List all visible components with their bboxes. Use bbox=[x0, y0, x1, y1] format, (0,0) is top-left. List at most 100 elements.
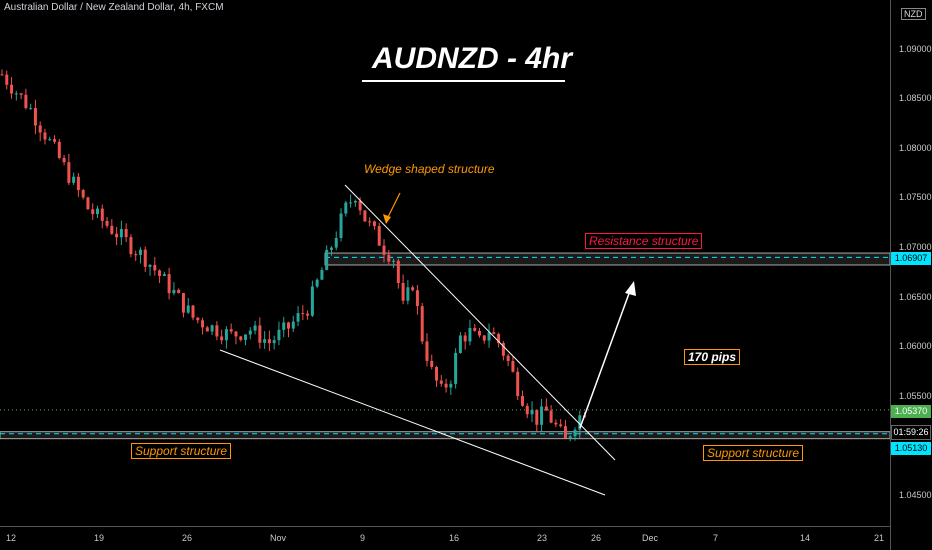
candle-body bbox=[129, 237, 133, 255]
candle-body bbox=[110, 225, 114, 234]
candle-body bbox=[229, 329, 233, 332]
candle-body bbox=[525, 405, 529, 415]
candle-body bbox=[148, 264, 152, 267]
candle-body bbox=[501, 343, 505, 356]
candle-body bbox=[119, 228, 123, 238]
current-price-tag: 1.05370 bbox=[891, 405, 931, 418]
candle-body bbox=[449, 383, 453, 388]
candle-body bbox=[67, 162, 71, 183]
price-tick-label: 1.09000 bbox=[899, 43, 932, 54]
candle-body bbox=[53, 139, 57, 142]
candle-body bbox=[96, 208, 99, 215]
candle-body bbox=[258, 325, 262, 343]
price-tick-label: 1.06500 bbox=[899, 291, 932, 302]
candle-body bbox=[372, 221, 376, 227]
price-tick-label: 1.07000 bbox=[899, 242, 932, 253]
candle-body bbox=[554, 422, 558, 425]
candle-body bbox=[325, 249, 329, 270]
candle-body bbox=[10, 84, 14, 94]
chart-title: AUDNZD - 4hr bbox=[372, 42, 572, 75]
candle-body bbox=[115, 233, 119, 238]
candle-body bbox=[559, 424, 563, 427]
candle-body bbox=[0, 74, 4, 76]
wedge-annotation: Wedge shaped structure bbox=[364, 162, 495, 176]
candle-body bbox=[578, 415, 582, 430]
time-tick-label: 16 bbox=[449, 533, 460, 543]
candle-body bbox=[205, 327, 209, 332]
candle-body bbox=[234, 331, 238, 337]
title-underline bbox=[362, 80, 565, 82]
candle-body bbox=[100, 208, 104, 221]
candle-body bbox=[124, 228, 128, 238]
candle-body bbox=[81, 190, 85, 198]
candle-body bbox=[181, 293, 185, 313]
time-tick-label: 23 bbox=[537, 533, 548, 543]
candle-body bbox=[296, 313, 300, 322]
wedge-lower-trendline bbox=[219, 349, 606, 496]
candle-body bbox=[478, 330, 481, 336]
candle-body bbox=[435, 366, 439, 381]
support-annotation-left: Support structure bbox=[131, 443, 232, 459]
candle-body bbox=[458, 335, 462, 353]
candle-body bbox=[24, 94, 28, 109]
candle-body bbox=[210, 325, 214, 332]
pips-annotation: 170 pips bbox=[684, 349, 741, 365]
currency-badge: NZD bbox=[901, 8, 926, 20]
candle-body bbox=[420, 306, 424, 342]
support-annotation-right: Support structure bbox=[703, 445, 804, 461]
time-axis[interactable]: 12 19 26 Nov 9 16 23 26 Dec 7 14 21 bbox=[0, 526, 890, 550]
candle-body bbox=[463, 335, 467, 342]
candle-body bbox=[282, 322, 286, 330]
support-price-tag: 1.05130 bbox=[891, 442, 931, 455]
price-tick-label: 1.08000 bbox=[899, 142, 932, 153]
candle-body bbox=[29, 108, 33, 110]
candle-body bbox=[387, 254, 391, 262]
time-tick-label: 19 bbox=[94, 533, 105, 543]
candle-body bbox=[239, 336, 243, 340]
candle-body bbox=[19, 93, 23, 95]
candle-body bbox=[544, 406, 548, 411]
candle-body bbox=[320, 269, 324, 280]
candle-body bbox=[253, 325, 257, 331]
candle-body bbox=[224, 329, 228, 341]
candle-body bbox=[344, 202, 348, 214]
candle-body bbox=[138, 249, 142, 255]
projection-arrow bbox=[579, 287, 632, 429]
candle-body bbox=[392, 260, 396, 262]
price-tick-label: 1.05500 bbox=[899, 390, 932, 401]
candle-body bbox=[43, 132, 47, 140]
candle-body bbox=[310, 286, 314, 316]
plot-area[interactable]: Australian Dollar / New Zealand Dollar, … bbox=[0, 0, 891, 526]
price-axis[interactable]: NZD 1.09000 1.08500 1.08000 1.07500 1.07000 1… bbox=[890, 0, 932, 550]
candle-body bbox=[172, 289, 176, 294]
candle-body bbox=[134, 254, 138, 256]
candle-body bbox=[315, 279, 319, 287]
candle-body bbox=[201, 320, 205, 328]
countdown-tag: 01:59:26 bbox=[891, 425, 931, 440]
candle-body bbox=[358, 200, 362, 211]
symbol-label: Australian Dollar / New Zealand Dollar, … bbox=[4, 2, 224, 13]
resistance-price-tag: 1.06907 bbox=[891, 252, 931, 265]
resistance-annotation: Resistance structure bbox=[585, 233, 703, 249]
candle-body bbox=[568, 436, 572, 439]
candle-body bbox=[167, 274, 171, 294]
candle-body bbox=[425, 341, 429, 361]
candle-body bbox=[520, 395, 524, 406]
candle-body bbox=[487, 332, 491, 341]
wedge-pointer-arrowhead bbox=[383, 214, 391, 224]
price-tick-label: 1.04500 bbox=[899, 490, 932, 501]
candle-body bbox=[382, 245, 386, 255]
candle-body bbox=[430, 360, 434, 367]
candle-body bbox=[57, 141, 61, 158]
candle-body bbox=[535, 409, 539, 425]
candle-body bbox=[91, 209, 95, 215]
candle-body bbox=[62, 157, 66, 163]
time-tick-label: 26 bbox=[182, 533, 193, 543]
candle-body bbox=[14, 93, 18, 95]
candle-body bbox=[497, 333, 501, 344]
candle-body bbox=[454, 352, 458, 384]
candle-body bbox=[439, 380, 443, 384]
candle-body bbox=[267, 339, 271, 344]
candle-body bbox=[76, 176, 80, 191]
resistance-zone bbox=[324, 252, 891, 266]
